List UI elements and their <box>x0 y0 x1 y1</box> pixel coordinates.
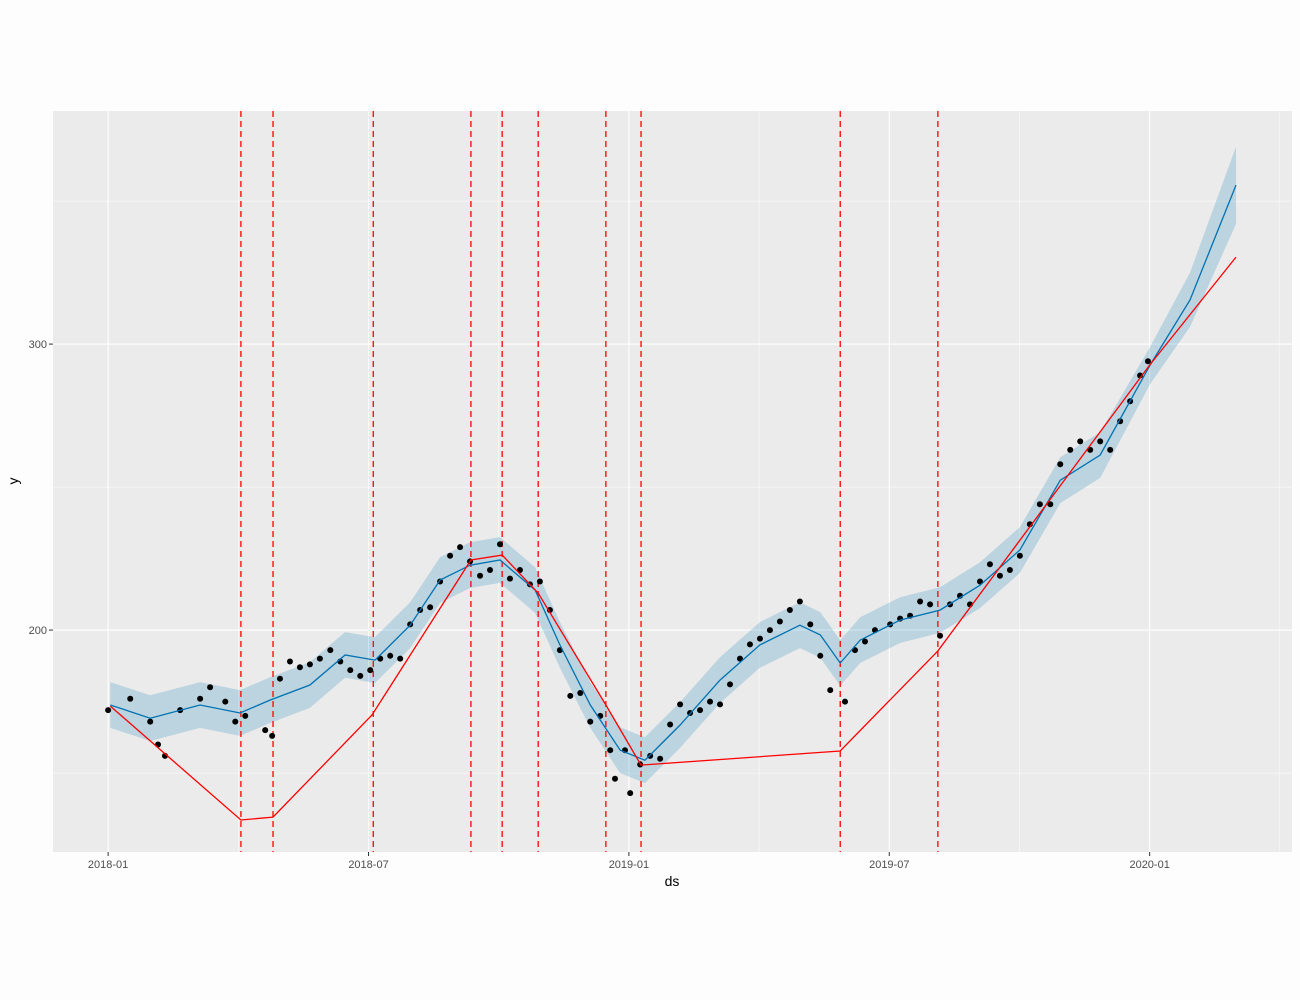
observed-point <box>827 687 834 694</box>
observed-point <box>937 632 944 639</box>
observed-point <box>367 667 374 674</box>
observed-point <box>577 689 584 696</box>
observed-point <box>1006 567 1013 574</box>
y-tick-label: 200 <box>29 625 47 637</box>
observed-point <box>657 755 664 762</box>
observed-point <box>357 672 364 679</box>
observed-point <box>647 752 654 759</box>
observed-point <box>1016 552 1023 559</box>
observed-point <box>727 681 734 688</box>
observed-point <box>567 692 574 699</box>
observed-point <box>397 655 404 662</box>
observed-point <box>269 732 276 739</box>
x-tick-label: 2019-01 <box>609 859 649 871</box>
observed-point <box>105 707 112 714</box>
observed-point <box>296 664 303 671</box>
observed-point <box>756 635 763 642</box>
observed-point <box>667 721 674 728</box>
observed-point <box>587 718 594 725</box>
observed-point <box>1107 446 1114 453</box>
observed-point <box>796 598 803 605</box>
observed-point <box>1137 372 1144 379</box>
observed-point <box>536 578 543 585</box>
observed-point <box>496 541 503 548</box>
observed-point <box>316 655 323 662</box>
observed-point <box>197 695 204 702</box>
observed-point <box>1047 501 1054 508</box>
observed-point <box>1067 446 1074 453</box>
forecast-line <box>110 184 1237 761</box>
observed-point <box>276 675 283 682</box>
trend-line <box>109 256 1237 821</box>
observed-point <box>786 607 793 614</box>
observed-point <box>1057 461 1064 468</box>
observed-point <box>447 552 454 559</box>
observed-point <box>477 572 484 579</box>
observed-point <box>677 701 684 708</box>
observed-point <box>766 627 773 634</box>
observed-point <box>917 598 924 605</box>
uncertainty-band <box>110 146 1236 784</box>
observed-point <box>1144 358 1151 365</box>
observed-point <box>996 572 1003 579</box>
observed-point <box>861 638 868 645</box>
x-axis-title: ds <box>665 873 680 889</box>
observed-point <box>487 567 494 574</box>
x-tick-label: 2018-01 <box>88 859 128 871</box>
observed-point <box>717 701 724 708</box>
observed-point <box>327 647 334 654</box>
y-tick-label: 300 <box>29 339 47 351</box>
observed-point <box>306 661 313 668</box>
panel <box>53 111 1292 852</box>
observed-point <box>232 718 239 725</box>
observed-point <box>242 712 249 719</box>
observed-point <box>746 641 753 648</box>
observed-point <box>976 578 983 585</box>
observed-point <box>736 655 743 662</box>
observed-point <box>776 618 783 625</box>
observed-point <box>387 652 394 659</box>
observed-point <box>1097 438 1104 445</box>
observed-point <box>347 667 354 674</box>
x-tick-label: 2020-01 <box>1129 859 1169 871</box>
observed-point <box>817 652 824 659</box>
observed-point <box>222 698 229 705</box>
observed-point <box>457 544 464 551</box>
observed-point <box>611 775 618 782</box>
observed-point <box>986 561 993 568</box>
observed-point <box>147 718 154 725</box>
observed-point <box>207 684 214 691</box>
observed-point <box>697 707 704 714</box>
observed-point <box>427 604 434 611</box>
observed-point <box>627 790 634 797</box>
y-axis-title: y <box>5 478 21 485</box>
observed-point <box>506 575 513 582</box>
x-tick-label: 2018-07 <box>348 859 388 871</box>
observed-point <box>286 658 293 665</box>
observed-point <box>546 607 553 614</box>
observed-point <box>842 698 849 705</box>
observed-point <box>1077 438 1084 445</box>
observed-point <box>807 621 814 628</box>
observed-point <box>262 727 269 734</box>
x-tick-label: 2019-07 <box>869 859 909 871</box>
observed-point <box>127 695 134 702</box>
observed-point <box>927 601 934 608</box>
observed-point <box>707 698 714 705</box>
observed-point <box>1036 501 1043 508</box>
observed-point <box>607 747 614 754</box>
